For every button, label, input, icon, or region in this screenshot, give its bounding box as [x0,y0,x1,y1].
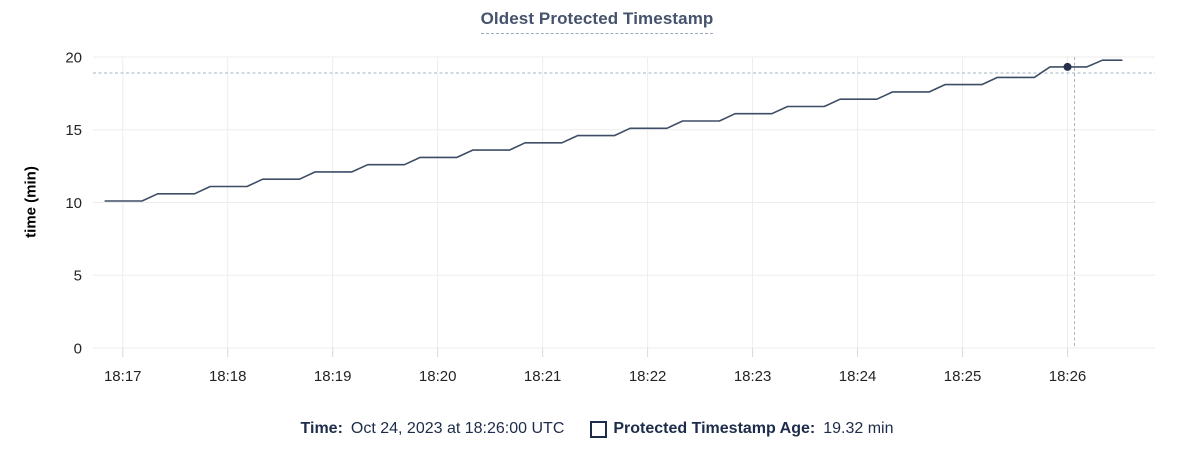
chart-title[interactable]: Oldest Protected Timestamp [480,9,714,34]
x-tick-label: 18:23 [734,368,772,385]
series-checkbox-icon[interactable] [590,420,608,438]
hover-time-readout: Time: Oct 24, 2023 at 18:26:00 UTC [301,420,565,438]
series-legend-label: Protected Timestamp Age: [613,420,816,437]
x-tick-label: 18:18 [209,368,247,385]
series-legend-value: 19.32 min [823,420,894,437]
y-tick-label: 10 [65,195,82,212]
chart-title-row: Oldest Protected Timestamp [0,9,1194,34]
x-tick-label: 18:25 [944,368,982,385]
x-tick-label: 18:17 [104,368,142,385]
y-axis-title: time (min) [22,166,40,238]
x-tick-label: 18:22 [629,368,667,385]
x-tick-label: 18:20 [419,368,457,385]
hover-point-dot [1063,62,1072,71]
x-tick-label: 18:24 [839,368,877,385]
series-legend-item[interactable]: Protected Timestamp Age: 19.32 min [590,420,893,438]
x-tick-label: 18:26 [1049,368,1087,385]
series-line [104,59,1123,202]
x-tick-label: 18:21 [524,368,562,385]
line-chart[interactable]: 0 5 10 15 20 18:17 18:18 18:19 18:20 18:21 18:22 18… [0,0,1194,400]
x-tick-label: 18:19 [314,368,352,385]
hover-time-value: Oct 24, 2023 at 18:26:00 UTC [350,420,565,437]
y-tick-label: 15 [65,122,82,139]
y-tick-label: 20 [65,49,82,66]
hover-time-label: Time: [300,420,343,437]
y-tick-label: 0 [74,340,82,357]
y-tick-label: 5 [74,268,82,285]
chart-legend: Time: Oct 24, 2023 at 18:26:00 UTC Prote… [0,420,1194,438]
